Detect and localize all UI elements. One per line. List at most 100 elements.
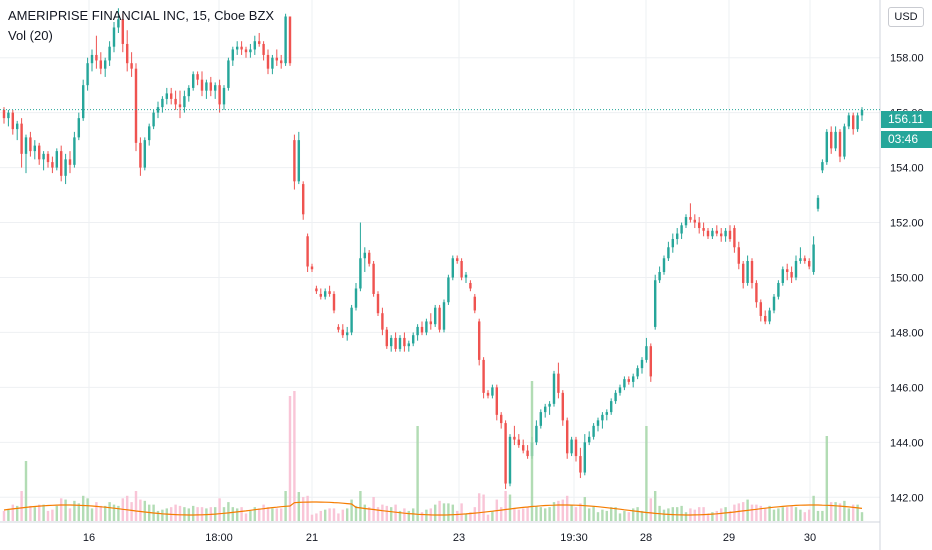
- volume-bar: [359, 491, 362, 521]
- candle-body: [609, 401, 613, 413]
- candle-body: [284, 16, 287, 64]
- candle-body: [715, 230, 719, 234]
- candle-body: [262, 43, 265, 55]
- volume-bar: [486, 514, 490, 521]
- volume-bar: [636, 507, 639, 521]
- candle-body: [790, 271, 793, 278]
- volume-bar: [513, 508, 516, 521]
- candle-body: [55, 151, 59, 168]
- volume-bar: [719, 508, 723, 521]
- candle-body: [59, 151, 63, 176]
- y-tick-label: 148.00: [890, 327, 924, 339]
- candle-body: [504, 423, 507, 484]
- countdown-tag: 03:46: [881, 131, 932, 148]
- volume-bar: [508, 494, 512, 521]
- candle-body: [51, 162, 54, 168]
- candle-body: [319, 293, 323, 297]
- volume-bar: [345, 508, 349, 521]
- candle-body: [803, 258, 807, 261]
- candle-body: [174, 98, 177, 105]
- volume-bar: [570, 504, 573, 521]
- candle-body: [178, 104, 182, 108]
- candle-body: [411, 335, 415, 344]
- volume-bar: [728, 510, 732, 521]
- volume-bar: [442, 503, 446, 521]
- candle-body: [332, 293, 336, 311]
- volume-bar: [139, 499, 142, 521]
- candle-body: [702, 228, 705, 231]
- candle-body: [125, 43, 129, 64]
- volume-bar: [724, 507, 727, 521]
- y-tick-label: 146.00: [890, 382, 924, 394]
- candle-body: [359, 258, 362, 289]
- candle-body: [733, 228, 736, 248]
- candle-body: [526, 450, 529, 457]
- volume-bar: [799, 509, 802, 521]
- volume-bar: [231, 507, 235, 521]
- volume-bar: [697, 507, 701, 521]
- volume-bar: [772, 509, 776, 521]
- candle-body: [64, 159, 67, 176]
- volume-bar: [77, 503, 81, 521]
- candle-body: [807, 261, 811, 267]
- candle-body: [152, 112, 155, 127]
- candle-body: [856, 115, 859, 130]
- candle-body: [407, 343, 411, 347]
- candle-body: [640, 359, 644, 369]
- candle-body: [711, 230, 714, 237]
- candle-body: [636, 368, 639, 377]
- candle-body: [451, 258, 455, 278]
- volume-bar: [596, 512, 600, 521]
- candle-body: [794, 261, 798, 278]
- candle-body: [147, 126, 151, 141]
- candle-body: [469, 282, 472, 289]
- candle-body: [112, 27, 116, 47]
- volume-bar: [323, 509, 327, 521]
- candle-body: [851, 115, 855, 130]
- candle-body: [117, 19, 120, 28]
- volume-indicator-label[interactable]: Vol (20): [8, 28, 53, 43]
- candle-body: [737, 247, 741, 264]
- volume-bar: [301, 497, 305, 521]
- candle-body: [843, 126, 846, 157]
- volume-bar: [86, 498, 89, 521]
- volume-bar: [134, 491, 138, 521]
- volume-bar: [737, 503, 741, 521]
- candle-body: [139, 142, 142, 168]
- candle-body: [90, 54, 94, 64]
- candle-body: [385, 329, 389, 347]
- candle-body: [557, 373, 560, 393]
- volume-bar: [341, 509, 345, 521]
- volume-bar: [398, 510, 402, 521]
- volume-bar: [812, 495, 815, 521]
- candle-body: [543, 406, 547, 413]
- candle-body: [429, 321, 433, 325]
- candle-body: [574, 439, 578, 457]
- candle-body: [464, 274, 468, 278]
- candle-body: [631, 376, 635, 382]
- candle-body: [860, 109, 864, 116]
- volume-bar: [222, 507, 226, 521]
- currency-badge[interactable]: USD: [888, 7, 924, 27]
- volume-bar: [565, 495, 569, 521]
- candle-body: [548, 403, 551, 407]
- volume-bar: [68, 508, 72, 521]
- candle-body: [209, 82, 213, 91]
- volume-bar: [829, 502, 833, 521]
- volume-bar: [350, 499, 353, 521]
- volume-bar: [266, 507, 270, 521]
- volume-bar: [539, 507, 543, 521]
- volume-bar: [856, 504, 859, 521]
- volume-bar: [851, 504, 855, 521]
- volume-bar: [174, 504, 177, 521]
- candle-body: [134, 68, 138, 143]
- volume-bar: [249, 510, 252, 521]
- candle-body: [169, 93, 173, 99]
- volume-bar: [838, 503, 842, 521]
- candle-body: [750, 261, 754, 283]
- candle-body: [73, 137, 76, 165]
- volume-bar: [108, 502, 111, 521]
- volume-bar: [257, 508, 261, 521]
- candle-body: [425, 321, 428, 333]
